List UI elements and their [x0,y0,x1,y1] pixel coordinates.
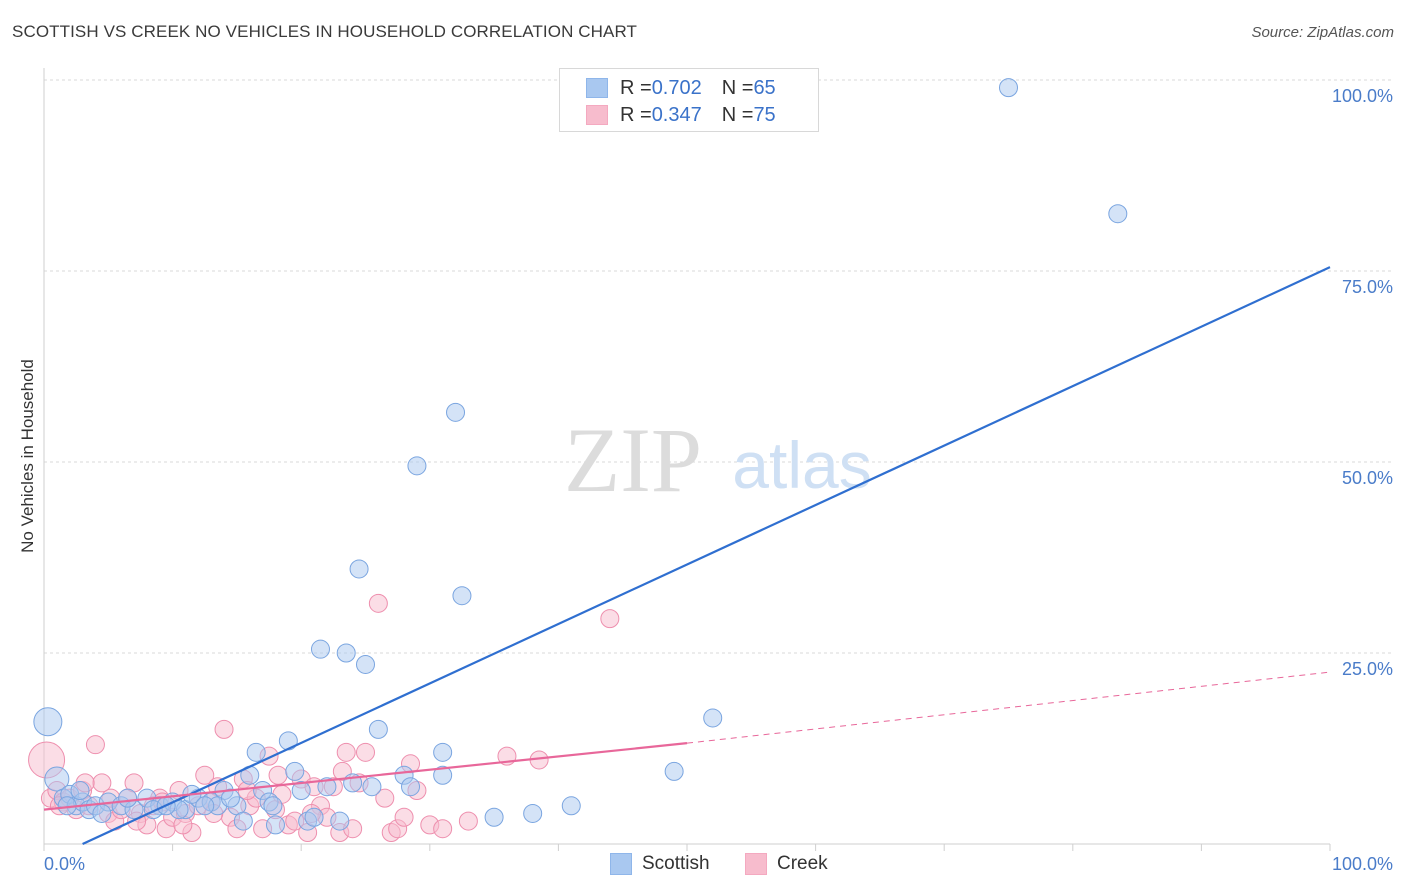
y-tick-label: 50.0% [1342,468,1393,488]
bottom-legend-scottish: Scottish [610,852,710,876]
scottish-point [330,811,350,831]
bottom-legend-swatch-creek [745,853,767,875]
scottish-point [561,796,581,816]
scottish-point [233,811,253,831]
creek-point [268,765,288,785]
scottish-point [44,766,70,792]
scottish-point [317,777,337,797]
legend-r-value: 0.702 [651,76,702,99]
scottish-point [433,742,453,762]
creek-point [394,807,414,827]
legend-swatch-scottish [586,78,608,98]
watermark-atlas: atlas [732,428,871,502]
legend-n-label: N = [721,76,754,99]
scottish-point [92,803,112,823]
correlation-legend: R = 0.702 N = 65 R = 0.347 N = 75 [559,68,819,132]
scottish-point [246,742,266,762]
scottish-points [33,78,1128,835]
scottish-point [310,639,330,659]
bottom-legend-label: Creek [777,853,828,874]
creek-point [195,765,215,785]
scottish-point [195,796,215,816]
creek-point [375,788,395,808]
creek-point [368,593,388,613]
y-tick-label: 100.0% [1332,86,1393,106]
creek-trend-line-extrapolated [686,671,1331,744]
gridlines [44,79,1393,654]
scottish-point [304,807,324,827]
x-tick-label: 100.0% [1332,854,1393,874]
creek-point [214,719,234,739]
legend-swatch-creek [586,105,608,125]
scottish-point [407,456,427,476]
scottish-point [523,803,543,823]
scottish-point [265,815,285,835]
scottish-point [285,761,305,781]
scottish-trend-line [82,266,1331,845]
watermark-zip: ZIP [564,409,702,511]
legend-row-scottish: R = 0.702 N = 65 [586,76,776,100]
scottish-point [401,777,421,797]
creek-point [356,742,375,762]
scottish-point [356,654,375,674]
scottish-point [336,643,356,663]
creek-point [85,735,105,755]
legend-r-value: 0.347 [651,103,702,126]
y-tick-label: 25.0% [1342,659,1393,679]
legend-n-label: N = [721,103,754,126]
bottom-legend-creek: Creek [745,852,828,876]
legend-r-label: R = [620,76,652,99]
scottish-point [452,586,472,606]
scottish-point [349,559,369,579]
scottish-point [278,731,298,751]
scottish-point [291,781,311,801]
legend-row-creek: R = 0.347 N = 75 [586,103,776,127]
trend-lines [43,266,1331,845]
legend-n-value: 65 [753,76,776,99]
scottish-point [664,761,684,781]
scottish-point [33,707,63,737]
tick-labels: 25.0% 50.0% 75.0% 100.0% 0.0% 100.0% [44,86,1393,874]
scottish-point [484,807,504,827]
scottish-point [368,719,388,739]
watermark: ZIP atlas [564,409,872,511]
scottish-point [70,781,90,801]
scottish-point [433,765,453,785]
source-credit: Source: ZipAtlas.com [1251,24,1394,41]
scottish-point [703,708,723,728]
chart-title: SCOTTISH VS CREEK NO VEHICLES IN HOUSEHO… [12,22,638,41]
y-tick-label: 75.0% [1342,277,1393,297]
scottish-point [1108,204,1128,224]
scottish-point [263,796,283,816]
creek-point [336,742,356,762]
scottish-point [362,777,382,797]
legend-r-label: R = [620,103,652,126]
creek-point [458,811,478,831]
scottish-point [118,788,138,808]
creek-trend-line [43,742,688,811]
bottom-legend-swatch-scottish [610,853,632,875]
x-tick-label: 0.0% [44,854,85,874]
scottish-point [220,788,240,808]
creek-point [600,609,620,629]
scottish-point [999,78,1018,98]
creek-point [433,819,453,839]
legend-n-value: 75 [753,103,776,126]
bottom-legend-label: Scottish [642,853,710,874]
scottish-point [446,402,466,422]
